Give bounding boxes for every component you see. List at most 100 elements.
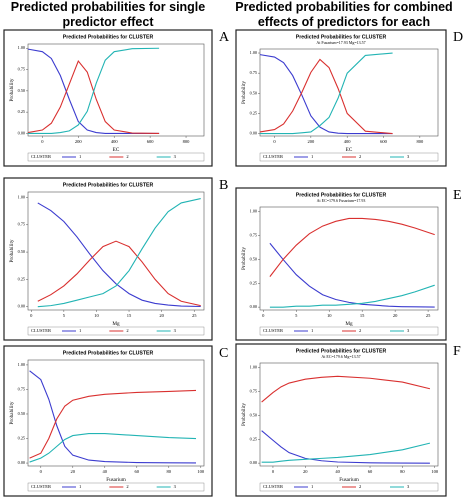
chart-title: Predicted Probabilities for CLUSTER: [296, 34, 387, 40]
y-tick-label: 0.25: [250, 436, 257, 441]
y-tick-label: 0.50: [18, 88, 25, 93]
y-tick-label: 0.00: [18, 130, 25, 135]
series-line: [261, 375, 431, 403]
legend-label: 3: [174, 328, 177, 333]
y-tick-label: 0.75: [18, 222, 25, 227]
legend-label: 3: [407, 328, 410, 333]
series-line: [261, 430, 430, 464]
series-line: [269, 242, 435, 308]
x-tick-label: 20: [71, 469, 76, 474]
panel-label: D: [453, 30, 463, 45]
chart-title: Predicted Probabilities for CLUSTER: [63, 350, 154, 356]
y-tick-label: 0.25: [250, 110, 257, 115]
x-tick-label: 100: [431, 469, 439, 474]
series-line: [28, 47, 160, 134]
x-tick-label: 0: [273, 139, 276, 144]
x-tick-label: 25: [192, 313, 197, 318]
series-line: [27, 59, 160, 134]
y-tick-label: 0.75: [250, 389, 257, 394]
x-tick-label: 15: [127, 313, 132, 318]
y-tick-label: 1.00: [18, 45, 25, 50]
legend-frame: [27, 326, 205, 336]
plot-area: [259, 206, 439, 311]
legend-title: CLUSTER: [31, 154, 51, 159]
legend-label: 2: [126, 328, 128, 333]
x-axis-label: EC: [113, 147, 120, 153]
x-axis-label: Fusarium: [106, 477, 126, 483]
y-tick-label: 0.25: [18, 276, 25, 281]
legend-title: CLUSTER: [263, 484, 283, 489]
x-tick-label: 0: [272, 469, 275, 474]
plot-area: [259, 362, 439, 467]
legend-label: 2: [359, 154, 361, 159]
panel: A Predicted Probabilities for CLUSTER 0.00…: [3, 29, 230, 167]
y-tick-label: 0.25: [250, 280, 257, 285]
x-tick-label: 100: [197, 469, 205, 474]
panel: C Predicted Probabilities for CLUSTER 0.00…: [3, 345, 228, 497]
series-line: [261, 442, 431, 463]
legend-frame: [259, 326, 439, 336]
legend-label: 1: [79, 328, 81, 333]
x-tick-label: 20: [393, 313, 398, 318]
y-tick-label: 0.50: [250, 90, 257, 95]
legend-label: 3: [407, 484, 410, 489]
panel-frame: [235, 343, 447, 497]
x-tick-label: 80: [400, 469, 405, 474]
legend-label: 3: [407, 154, 410, 159]
plot-area: [27, 359, 205, 467]
y-axis-label: Probability: [241, 403, 247, 426]
x-tick-label: 20: [159, 313, 164, 318]
y-tick-label: 1.00: [250, 50, 257, 55]
x-tick-label: 15: [360, 313, 365, 318]
series-line: [259, 58, 393, 135]
x-tick-label: 80: [167, 469, 172, 474]
series-line: [269, 284, 435, 308]
x-axis-label: Mg: [112, 321, 120, 327]
x-tick-label: 20: [303, 469, 308, 474]
x-tick-label: 60: [368, 469, 373, 474]
legend-label: 1: [311, 328, 313, 333]
panel: B Predicted Probabilities for CLUSTER 0.00…: [3, 177, 228, 341]
series-line: [260, 52, 393, 135]
x-tick-label: 40: [103, 469, 108, 474]
chart-subtitle: At EC=179.6 Fusarium=17.93: [317, 198, 366, 203]
x-tick-label: 0: [41, 139, 44, 144]
y-tick-label: 0.00: [18, 460, 25, 465]
legend-label: 2: [126, 484, 128, 489]
plot-area: [259, 48, 439, 137]
x-tick-label: 0: [30, 313, 33, 318]
series-line: [37, 240, 201, 307]
y-tick-label: 0.75: [250, 233, 257, 238]
chart-title: Predicted Probabilities for CLUSTER: [296, 192, 387, 198]
y-axis-label: Probability: [241, 247, 247, 270]
x-tick-label: 0: [262, 313, 265, 318]
legend-label: 3: [174, 154, 177, 159]
series-line: [29, 433, 197, 463]
panel-label: A: [219, 30, 230, 45]
series-line: [37, 202, 201, 308]
legend-label: 1: [79, 484, 81, 489]
series-line: [37, 198, 201, 308]
panel-frame: [3, 177, 213, 341]
legend-label: 3: [174, 484, 177, 489]
y-tick-label: 0.50: [18, 249, 25, 254]
plot-area: [27, 43, 205, 137]
series-line: [259, 54, 393, 135]
y-tick-label: 1.00: [250, 365, 257, 370]
panel-label: C: [219, 346, 228, 361]
y-tick-label: 0.00: [250, 304, 257, 309]
series-line: [29, 370, 197, 464]
y-axis-label: Probability: [9, 78, 15, 101]
column-header: Predicted probabilities for single predic…: [11, 0, 206, 29]
panel-label: E: [453, 188, 462, 203]
chart-title: Predicted Probabilities for CLUSTER: [63, 34, 154, 40]
legend-label: 1: [311, 484, 313, 489]
legend-label: 1: [311, 154, 313, 159]
legend-label: 2: [126, 154, 128, 159]
panel-frame: [3, 29, 213, 167]
x-tick-label: 600: [380, 139, 388, 144]
y-tick-label: 0.50: [18, 411, 25, 416]
